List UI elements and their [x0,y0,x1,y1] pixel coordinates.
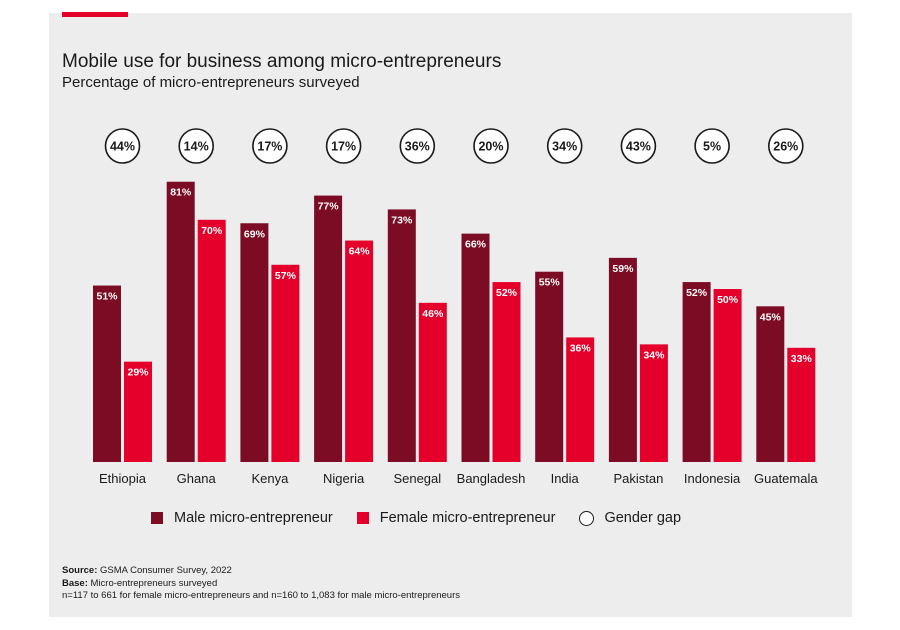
gender-gap-circle [325,128,362,164]
category-label: Ethiopia [99,471,147,486]
female-bar [271,264,300,462]
legend-label-female: Female micro-entrepreneur [379,510,556,526]
accent-bar [62,12,128,17]
category-label: India [551,471,580,486]
male-bar [535,271,564,462]
female-value-label: 70% [201,225,223,237]
female-value-label: 46% [422,308,444,320]
female-value-label: 52% [496,287,518,299]
category-label: Guatemala [754,471,818,486]
legend-label-male: Male micro-entrepreneur [174,510,333,526]
male-bar [93,285,121,462]
female-value-label: 34% [643,349,665,361]
female-value-label: 36% [570,342,592,354]
legend-item-gap: Gender gap [579,510,681,526]
gender-gap-value: 14% [184,140,209,154]
male-bar [608,257,637,462]
female-bar [639,344,668,462]
male-bar [166,181,195,463]
gender-gap-circle [767,128,804,164]
category-label: Pakistan [613,471,663,486]
gender-gap-value: 36% [405,140,430,154]
male-bar [682,282,711,462]
gender-gap-value: 34% [552,140,577,154]
male-bar [314,195,343,462]
category-label: Senegal [393,471,441,486]
base-text: Micro-entrepreneurs surveyed [90,577,218,589]
male-value-label: 45% [760,311,782,323]
source-text: GSMA Consumer Survey, 2022 [100,565,232,576]
female-value-label: 50% [717,294,739,306]
male-bar [756,306,785,462]
footnotes: Source: GSMA Consumer Survey, 2022 Base:… [62,565,460,603]
male-value-label: 77% [318,201,340,213]
gender-gap-circle [104,128,141,164]
category-label: Ghana [177,471,217,486]
chart-title: Mobile use for business among micro-entr… [62,51,502,72]
chart-subtitle: Percentage of micro-entrepreneurs survey… [62,74,360,91]
male-value-label: 59% [612,263,634,275]
gender-gap-circle [546,128,583,164]
male-bar [387,209,416,462]
base-note: Base: Micro-entrepreneurs surveyed [62,578,460,591]
category-label: Kenya [251,471,289,486]
male-bar [461,233,490,462]
gender-gap-value: 5% [703,140,721,154]
source-note: Source: GSMA Consumer Survey, 2022 [62,565,460,578]
category-label: Nigeria [323,471,365,486]
female-value-label: 29% [127,367,149,379]
legend-item-male: Male micro-entrepreneur [151,510,333,526]
gender-gap-value: 17% [257,140,282,154]
female-bar [124,361,152,462]
gender-gap-value: 26% [773,140,798,154]
source-label: Source: [62,565,98,576]
male-value-label: 52% [686,287,708,299]
male-value-label: 81% [170,187,192,199]
legend-circle-icon [579,510,595,526]
female-value-label: 33% [791,353,813,365]
legend-item-female: Female micro-entrepreneur [356,510,556,526]
female-bar [492,282,521,462]
category-label: Bangladesh [457,471,526,486]
gender-gap-circle [399,128,436,164]
female-bar [787,347,816,462]
category-label: Indonesia [684,471,741,486]
gender-gap-circle [178,128,214,164]
female-value-label: 64% [349,246,371,258]
legend: Male micro-entrepreneur Female micro-ent… [151,510,705,526]
female-bar [713,289,742,462]
male-value-label: 51% [96,291,118,303]
male-value-label: 69% [244,228,266,240]
gender-gap-circle [694,128,730,164]
base-label: Base: [62,577,88,589]
gender-gap-circle [473,128,509,164]
gender-gap-value: 20% [478,140,503,154]
gender-gap-circle [252,128,288,164]
legend-swatch-male [151,512,163,524]
sample-note: n=117 to 661 for female micro-entreprene… [62,590,460,601]
legend-swatch-female [356,512,369,524]
gender-gap-value: 44% [110,140,135,154]
male-value-label: 66% [465,239,487,251]
female-bar [197,219,226,462]
female-bar [418,302,447,462]
gender-gap-value: 43% [626,140,651,154]
gender-gap-value: 17% [331,140,356,154]
male-value-label: 73% [391,214,413,226]
legend-label-gap: Gender gap [604,510,682,526]
female-bar [345,240,374,462]
female-value-label: 57% [275,270,297,282]
male-value-label: 55% [539,277,561,289]
female-bar [566,337,595,462]
gender-gap-circle [620,128,657,164]
male-bar [240,223,269,462]
